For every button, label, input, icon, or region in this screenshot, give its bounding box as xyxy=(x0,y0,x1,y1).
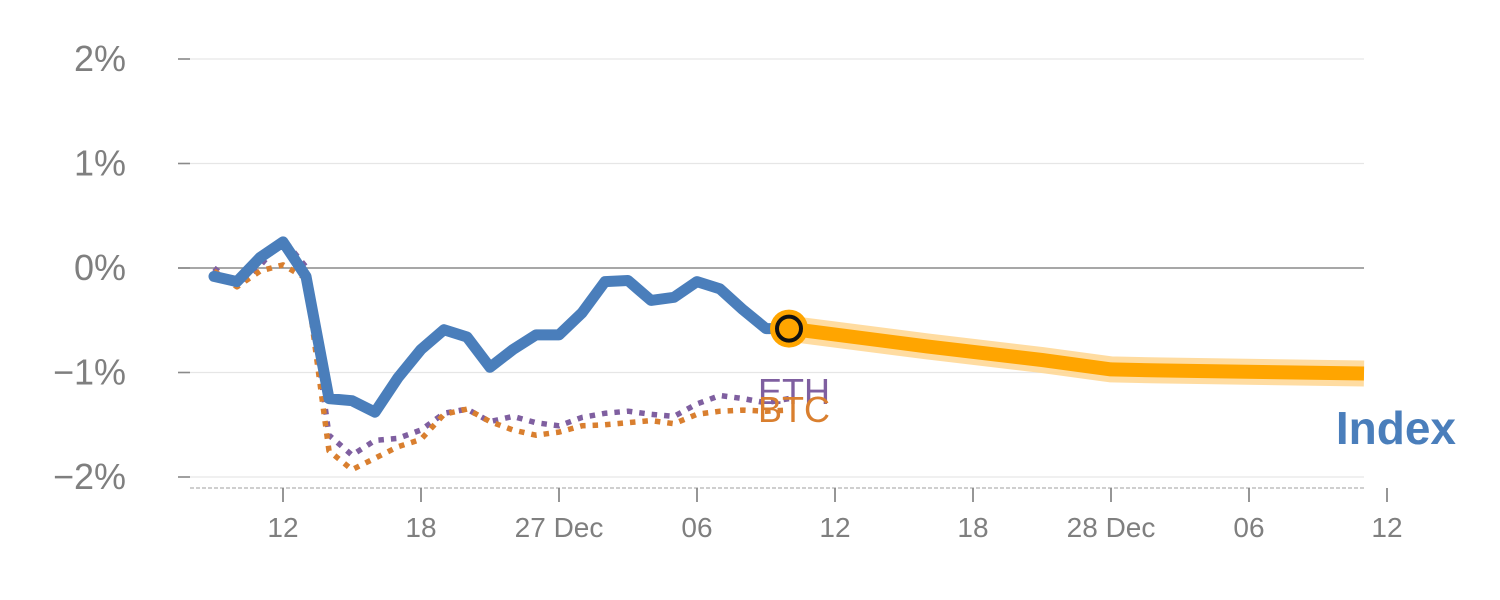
y-tick-label: 2% xyxy=(74,38,126,79)
x-axis: 12 18 27 Dec 06 12 18 28 Dec 06 12 xyxy=(190,487,1403,543)
x-tick-label: 12 xyxy=(267,512,298,543)
x-tick-label: 27 Dec xyxy=(515,512,604,543)
x-tick-label: 18 xyxy=(405,512,436,543)
y-axis: 2% 1% 0% −1% −2% xyxy=(53,38,190,497)
series-label-btc: BTC xyxy=(758,389,830,430)
series-label-index: Index xyxy=(1336,402,1457,454)
x-tick-label: 28 Dec xyxy=(1067,512,1156,543)
marker-point xyxy=(775,314,803,343)
series-labels: ETH BTC Index xyxy=(758,371,1456,454)
y-tick-label: −2% xyxy=(53,456,126,497)
y-tick-label: −1% xyxy=(53,352,126,393)
series-line-index xyxy=(208,236,795,418)
x-tick-label: 12 xyxy=(819,512,850,543)
series-label-eth: ETH xyxy=(758,371,830,412)
x-tick-label: 12 xyxy=(1371,512,1402,543)
x-tick-label: 06 xyxy=(681,512,712,543)
x-tick-label: 18 xyxy=(957,512,988,543)
series-layer xyxy=(208,235,1365,473)
series-line-btc xyxy=(212,262,790,473)
y-tick-label: 0% xyxy=(74,247,126,288)
y-tick-label: 1% xyxy=(74,143,126,184)
projection-line xyxy=(788,321,1365,381)
x-tick-label: 06 xyxy=(1233,512,1264,543)
